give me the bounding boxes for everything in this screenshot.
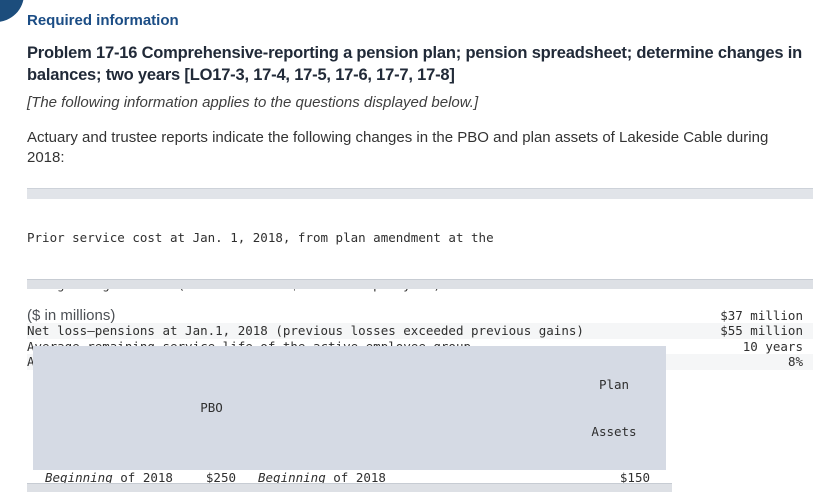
plan-assets-column-header: Plan Assets bbox=[568, 346, 666, 470]
plan-assets-row-value: $150 bbox=[619, 470, 650, 485]
table-bottom-band bbox=[27, 279, 813, 289]
row-label: Net loss–pensions at Jan.1, 2018 (previo… bbox=[27, 323, 584, 338]
row-label-rest: of 2018 bbox=[325, 470, 386, 485]
header-spacer bbox=[238, 346, 568, 470]
row-label: Prior service cost at Jan. 1, 2018, from… bbox=[27, 199, 720, 323]
intro-paragraph: Actuary and trustee reports indicate the… bbox=[27, 129, 769, 166]
facts-table-header-strip bbox=[27, 188, 813, 199]
pension-spreadsheet-table: PBO Plan Assets Beginning of 2018 $250 B… bbox=[33, 346, 666, 492]
problem-title: Problem 17-16 Comprehensive-reporting a … bbox=[27, 44, 803, 84]
plan-assets-header-line1: Plan bbox=[598, 377, 630, 392]
table-row: Net loss–pensions at Jan.1, 2018 (previo… bbox=[27, 323, 813, 339]
required-information-label: Required information bbox=[27, 12, 179, 29]
row-value: 10 years bbox=[742, 338, 803, 354]
row-label-line1: Prior service cost at Jan. 1, 2018, from… bbox=[27, 230, 494, 245]
table-row: Prior service cost at Jan. 1, 2018, from… bbox=[27, 199, 813, 323]
table-header-row: PBO Plan Assets bbox=[33, 346, 666, 470]
plan-assets-row-label: Beginning of 2018 bbox=[238, 470, 568, 486]
row-label-italic: Beginning bbox=[45, 470, 113, 485]
pbo-column-header: PBO bbox=[185, 346, 238, 470]
applies-note: [The following information applies to th… bbox=[27, 94, 479, 111]
pbo-row-value: $250 bbox=[205, 470, 236, 485]
row-label-italic: Beginning bbox=[258, 470, 326, 485]
units-label: ($ in millions) bbox=[27, 307, 116, 324]
plan-assets-header-line2: Assets bbox=[591, 423, 637, 439]
row-value: $37 million bbox=[720, 307, 803, 323]
corner-accent-shape bbox=[0, 0, 24, 22]
table-row: Beginning of 2018 $250 Beginning of 2018… bbox=[33, 470, 666, 486]
pbo-row-label: Beginning of 2018 bbox=[33, 470, 185, 486]
row-value: $55 million bbox=[720, 323, 803, 338]
header-spacer bbox=[33, 346, 185, 470]
row-label-rest: of 2018 bbox=[112, 470, 173, 485]
table-bottom-band bbox=[27, 483, 672, 492]
row-value: 8% bbox=[787, 354, 803, 369]
